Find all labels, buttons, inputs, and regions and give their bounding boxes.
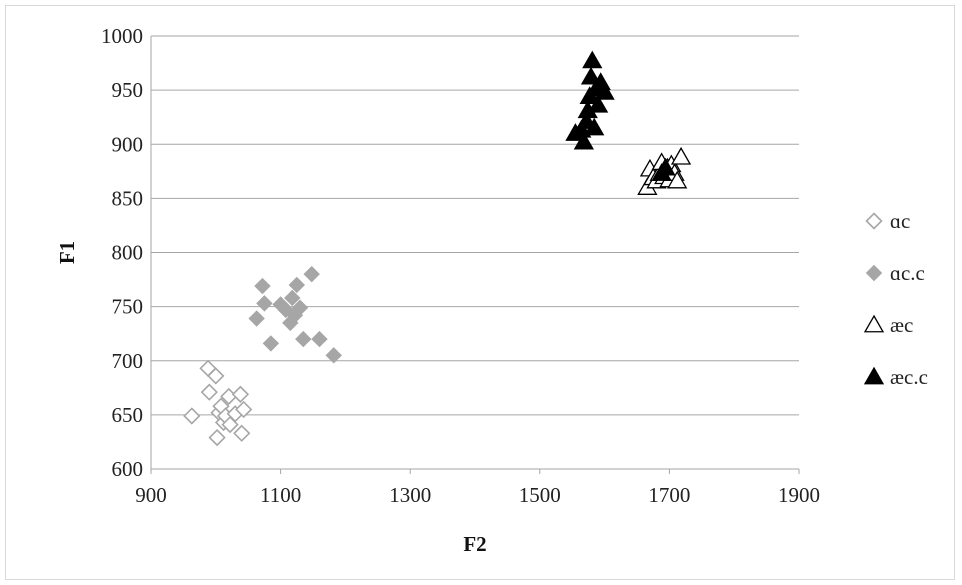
legend-item: ɑc (865, 209, 910, 233)
data-point (256, 295, 273, 312)
gridlines (150, 35, 799, 470)
legend-item: ɑc.c (865, 261, 925, 285)
y-tick-label: 700 (112, 349, 144, 373)
y-axis-title: F1 (55, 241, 79, 264)
data-point (231, 385, 250, 403)
data-point (284, 289, 301, 307)
chart-frame: 600 650 700 750 800 850 900 950 1000 900 1100 1300… (5, 5, 955, 580)
data-point (235, 400, 253, 419)
legend-label: ɑc (890, 209, 910, 233)
legend-marker (863, 366, 885, 385)
data-point (295, 330, 312, 348)
data-point (584, 117, 605, 136)
data-point (587, 94, 609, 113)
data-point (582, 50, 603, 69)
legend-item: æc (863, 313, 913, 337)
scatter-chart: 600 650 700 750 800 850 900 950 1000 900 1100 1300… (55, 24, 928, 556)
data-point (288, 276, 306, 294)
data-point (303, 265, 320, 283)
series-0 (183, 359, 253, 447)
x-tick-label: 1100 (260, 483, 301, 507)
y-tick-label: 800 (112, 241, 144, 265)
x-tick-label: 1700 (648, 483, 690, 507)
data-point (248, 310, 265, 327)
y-tick-label: 850 (112, 186, 144, 210)
x-tick-label: 900 (135, 483, 167, 507)
legend-marker (863, 314, 885, 333)
data-point (208, 428, 226, 447)
series-3 (565, 50, 676, 181)
legend-item: æc.c (863, 365, 928, 389)
y-tick-labels: 600 650 700 750 800 850 900 950 1000 (101, 24, 143, 481)
x-tick-label: 1500 (519, 483, 561, 507)
data-point (207, 367, 225, 385)
data-point (200, 383, 218, 401)
series-1 (248, 265, 342, 364)
x-axis-title: F2 (463, 532, 486, 556)
data-point (311, 330, 328, 348)
data-points (183, 50, 692, 447)
y-tick-label: 750 (112, 295, 144, 319)
data-point (254, 277, 271, 295)
x-tick-labels: 900 1100 1300 1500 1700 1900 (135, 469, 820, 507)
y-tick-label: 650 (112, 403, 144, 427)
data-point (183, 407, 201, 425)
legend-label: æc.c (890, 365, 928, 389)
data-point (667, 170, 688, 189)
data-point (291, 299, 309, 316)
legend-marker (865, 212, 883, 230)
data-point (262, 335, 280, 352)
data-point (325, 347, 342, 364)
data-point (594, 81, 615, 100)
y-tick-label: 1000 (101, 24, 143, 48)
x-tick-label: 1300 (389, 483, 431, 507)
legend-label: æc (890, 313, 913, 337)
legend: ɑc ɑc.c æc æc.c (863, 209, 928, 389)
data-point (233, 424, 251, 442)
y-tick-label: 950 (112, 78, 144, 102)
y-tick-label: 900 (112, 132, 144, 156)
data-point (573, 131, 594, 150)
legend-marker (865, 264, 883, 282)
legend-label: ɑc.c (890, 261, 925, 285)
data-point (670, 146, 692, 165)
y-tick-label: 600 (112, 457, 144, 481)
data-point (655, 157, 676, 176)
x-tick-label: 1900 (778, 483, 820, 507)
